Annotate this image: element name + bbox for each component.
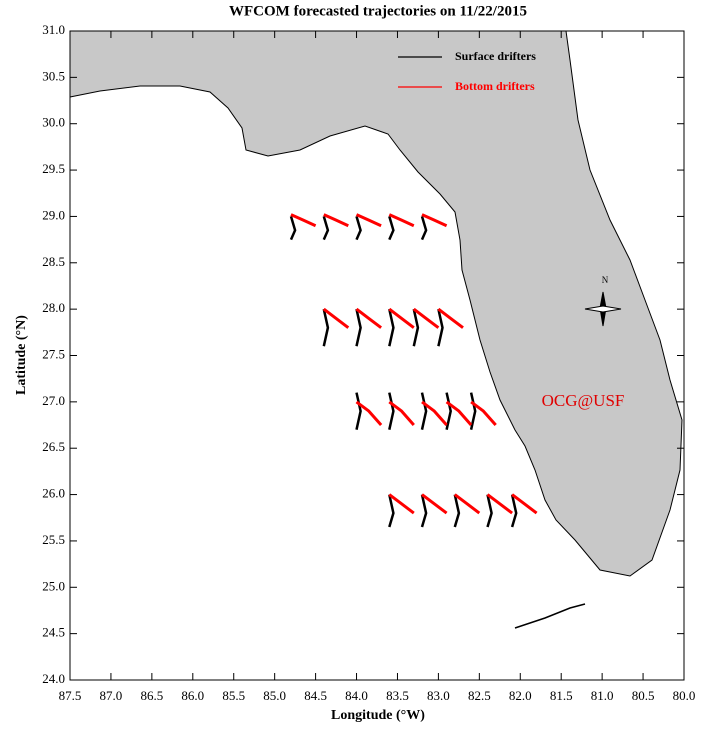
chart-title: WFCOM forecasted trajectories on 11/22/2… bbox=[229, 3, 527, 19]
florida-coast bbox=[69, 30, 683, 577]
x-tick-label: 84.0 bbox=[345, 688, 368, 703]
y-tick-label: 30.0 bbox=[42, 115, 65, 130]
x-tick-label: 81.0 bbox=[591, 688, 614, 703]
x-tick-label: 87.5 bbox=[59, 688, 82, 703]
x-tick-label: 87.0 bbox=[100, 688, 123, 703]
y-tick-label: 31.0 bbox=[42, 22, 65, 37]
x-tick-label: 83.5 bbox=[386, 688, 409, 703]
legend-label: Bottom drifters bbox=[455, 79, 535, 93]
y-tick-label: 25.5 bbox=[42, 532, 65, 547]
y-axis-label: Latitude (°N) bbox=[14, 315, 29, 395]
x-tick-label: 80.0 bbox=[673, 688, 696, 703]
x-tick-label: 82.5 bbox=[468, 688, 491, 703]
trajectory bbox=[289, 216, 518, 528]
x-tick-label: 86.5 bbox=[140, 688, 163, 703]
x-tick-label: 86.0 bbox=[181, 688, 204, 703]
florida-keys bbox=[514, 603, 586, 629]
y-tick-label: 29.5 bbox=[42, 161, 65, 176]
land bbox=[69, 30, 683, 629]
compass: N bbox=[584, 275, 622, 327]
y-tick-label: 28.5 bbox=[42, 254, 65, 269]
y-tick-label: 25.0 bbox=[42, 578, 65, 593]
x-tick-label: 82.0 bbox=[509, 688, 532, 703]
y-tick-label: 27.5 bbox=[42, 346, 65, 361]
x-tick-label: 80.5 bbox=[632, 688, 655, 703]
trajectory bbox=[290, 213, 538, 515]
y-tick-label: 24.5 bbox=[42, 625, 65, 640]
y-tick-label: 24.0 bbox=[42, 671, 65, 686]
legend-label: Surface drifters bbox=[455, 49, 536, 63]
x-tick-label: 85.0 bbox=[263, 688, 286, 703]
x-tick-label: 85.5 bbox=[222, 688, 245, 703]
svg-text:N: N bbox=[602, 275, 609, 285]
x-tick-label: 84.5 bbox=[304, 688, 327, 703]
y-tick-label: 30.5 bbox=[42, 68, 65, 83]
y-tick-label: 27.0 bbox=[42, 393, 65, 408]
annotation: OCG@USF bbox=[542, 391, 625, 410]
y-tick-label: 26.0 bbox=[42, 486, 65, 501]
x-tick-label: 81.5 bbox=[550, 688, 573, 703]
x-axis-label: Longitude (°W) bbox=[331, 708, 425, 723]
x-tick-label: 83.0 bbox=[427, 688, 450, 703]
y-tick-label: 29.0 bbox=[42, 207, 65, 222]
y-tick-label: 26.5 bbox=[42, 439, 65, 454]
y-tick-label: 28.0 bbox=[42, 300, 65, 315]
